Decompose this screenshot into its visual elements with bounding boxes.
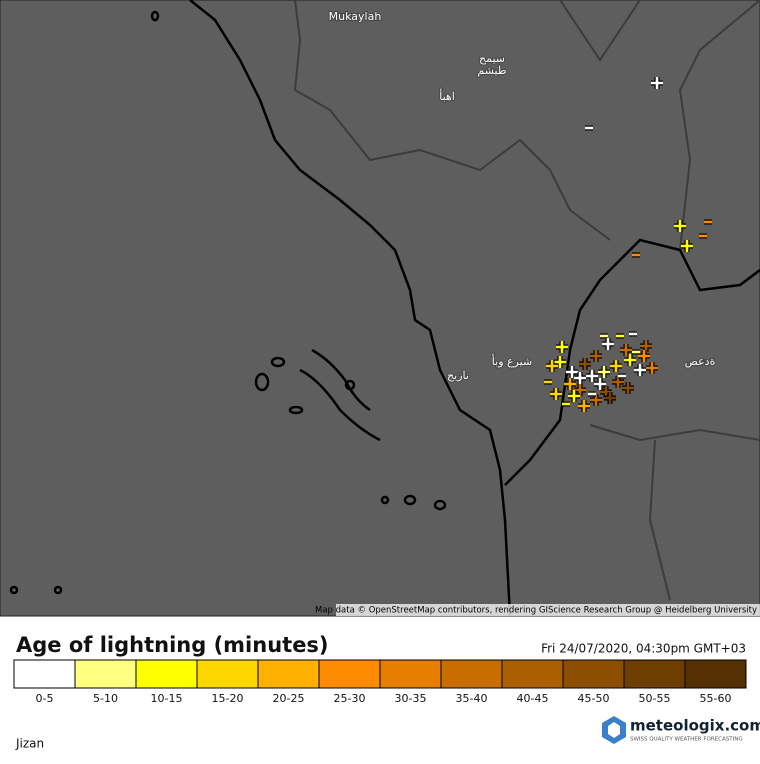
- legend-label: 45-50: [578, 692, 610, 705]
- positive-strike: [578, 400, 590, 412]
- legend-swatch: [13, 659, 76, 689]
- legend-swatch: [318, 659, 381, 689]
- place-label: Mukaylah: [329, 10, 382, 23]
- location: Jizan: [15, 737, 44, 751]
- lightning-strikes: [544, 77, 712, 412]
- positive-strike: [634, 364, 646, 376]
- positive-strike: [568, 390, 580, 402]
- positive-strike: [556, 341, 568, 353]
- legend-label: 25-30: [334, 692, 366, 705]
- legend-label: 15-20: [212, 692, 244, 705]
- attribution: Map data © OpenStreetMap contributors, r…: [315, 606, 757, 616]
- positive-strike: [681, 240, 693, 252]
- positive-strike: [594, 378, 606, 390]
- legend-label: 20-25: [273, 692, 305, 705]
- legend-label: 0-5: [36, 692, 54, 705]
- positive-strike: [620, 344, 632, 356]
- brand-tagline: SWISS QUALITY WEATHER FORECASTING: [630, 737, 743, 743]
- place-label: شيرع وبأ: [492, 353, 532, 368]
- positive-strike: [566, 366, 578, 378]
- positive-strike: [598, 366, 610, 378]
- brand-name: meteologix.com: [630, 717, 760, 735]
- legend-label: 40-45: [517, 692, 549, 705]
- legend-swatch: [623, 659, 686, 689]
- positive-strike: [604, 392, 616, 404]
- place-label: طيشم: [477, 64, 506, 77]
- positive-strike: [622, 382, 634, 394]
- legend-swatch: [562, 659, 625, 689]
- positive-strike: [638, 350, 650, 362]
- place-label: اهبأ: [439, 88, 455, 103]
- legend-swatch: [379, 659, 442, 689]
- legend-swatch: [440, 659, 503, 689]
- positive-strike: [590, 350, 602, 362]
- timestamp: Fri 24/07/2020, 04:30pm GMT+03: [541, 642, 746, 656]
- positive-strike: [586, 370, 598, 382]
- legend-label: 35-40: [456, 692, 488, 705]
- positive-strike: [546, 360, 558, 372]
- legend-swatch: [135, 659, 198, 689]
- borders: [293, 0, 760, 601]
- legend: 0-5 5-10 10-15 15-20 20-25 25-30 30-35 35-40 40-…: [13, 659, 747, 705]
- legend-swatch: [74, 659, 137, 689]
- map: [0, 0, 760, 617]
- legend-label: 5-10: [93, 692, 118, 705]
- positive-strike: [554, 356, 566, 368]
- legend-title: Age of lightning (minutes): [16, 633, 329, 657]
- place-label: سيمح: [479, 52, 505, 65]
- legend-label: 50-55: [639, 692, 671, 705]
- legend-swatch: [257, 659, 320, 689]
- positive-strike: [579, 358, 591, 370]
- place-label: نازيج: [447, 369, 469, 382]
- logo: [602, 716, 626, 744]
- place-label: ةدعص: [685, 355, 716, 368]
- positive-strike: [550, 388, 562, 400]
- positive-strike: [651, 77, 663, 89]
- positive-strike: [574, 372, 586, 384]
- coastline: [9, 0, 760, 617]
- positive-strike: [564, 378, 576, 390]
- positive-strike: [610, 360, 622, 372]
- legend-swatch: [684, 659, 747, 689]
- positive-strike: [674, 220, 686, 232]
- legend-label: 55-60: [700, 692, 732, 705]
- positive-strike: [646, 362, 658, 374]
- legend-swatch: [196, 659, 259, 689]
- legend-swatch: [501, 659, 564, 689]
- attribution-bg: [336, 604, 760, 616]
- legend-label: 30-35: [395, 692, 427, 705]
- positive-strike: [624, 354, 636, 366]
- legend-label: 10-15: [151, 692, 183, 705]
- positive-strike: [602, 338, 614, 350]
